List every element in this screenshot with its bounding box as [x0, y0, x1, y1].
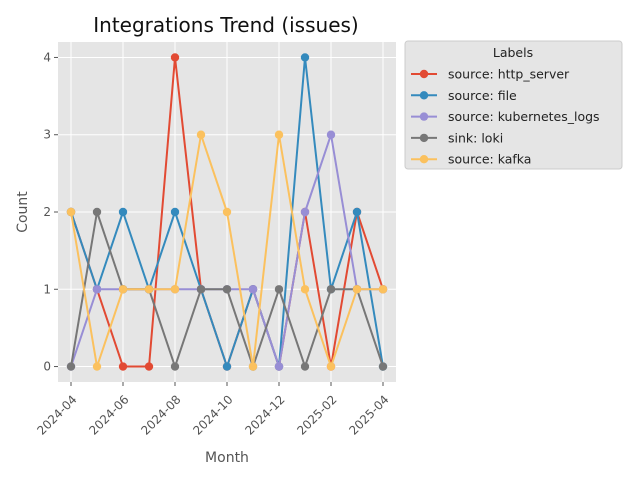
chart-title: Integrations Trend (issues): [93, 13, 358, 37]
legend-items: source: http_server source: file source: k…: [411, 67, 600, 167]
legend-swatch-marker: [419, 69, 429, 79]
data-point: [300, 207, 310, 217]
legend-label: source: kubernetes_logs: [448, 109, 600, 124]
legend-box: [404, 40, 623, 170]
y-tick-label: 2: [43, 205, 51, 219]
legend-title: Labels: [493, 45, 533, 60]
y-axis-ticks: 0 1 2 3 4: [43, 50, 58, 374]
data-point: [274, 285, 284, 294]
legend-swatch-marker: [419, 133, 429, 143]
data-point: [378, 362, 388, 371]
x-tick-label: 2024-12: [242, 392, 287, 437]
legend-label: source: kafka: [448, 152, 531, 167]
y-tick-label: 3: [43, 128, 51, 142]
data-point: [170, 53, 180, 62]
x-tick-label: 2024-10: [190, 392, 235, 437]
x-tick-label: 2024-06: [86, 392, 131, 437]
y-tick-label: 4: [43, 50, 51, 64]
y-tick-label: 0: [43, 360, 51, 374]
series-source-kafka: [66, 130, 388, 371]
data-point: [222, 362, 232, 371]
x-tick-label: 2024-04: [34, 392, 79, 437]
data-point: [222, 207, 232, 217]
data-point: [118, 362, 128, 371]
legend-label: source: http_server: [448, 67, 570, 82]
x-tick-label: 2025-02: [294, 392, 339, 437]
data-point: [274, 362, 284, 371]
data-point: [196, 130, 206, 139]
x-tick-label: 2024-08: [138, 392, 183, 437]
data-point: [170, 362, 180, 371]
data-point: [92, 207, 102, 217]
data-point: [66, 362, 76, 371]
data-point: [196, 285, 206, 294]
y-axis-label: Count: [15, 191, 31, 233]
data-point: [326, 130, 336, 139]
data-point: [118, 285, 128, 294]
legend-entry: source: http_server: [411, 67, 570, 82]
y-tick-label: 1: [43, 282, 51, 296]
legend-swatch-marker: [419, 112, 429, 121]
data-point: [300, 53, 310, 62]
data-point: [144, 362, 154, 371]
legend-label: sink: loki: [448, 130, 503, 145]
data-point: [248, 362, 258, 371]
legend-label: source: file: [448, 88, 517, 103]
series-layer: [66, 53, 388, 371]
data-point: [170, 207, 180, 217]
data-point: [326, 285, 336, 294]
data-point: [326, 362, 336, 371]
legend-entry: source: kubernetes_logs: [411, 109, 600, 124]
data-point: [378, 285, 388, 294]
x-tick-label: 2025-04: [346, 392, 391, 437]
data-point: [352, 207, 362, 217]
data-point: [92, 285, 102, 294]
data-point: [144, 285, 154, 294]
data-point: [92, 362, 102, 371]
x-axis-label: Month: [205, 450, 249, 466]
data-point: [170, 285, 180, 294]
data-point: [300, 285, 310, 294]
legend-swatch-marker: [419, 155, 429, 164]
legend-entry: source: kafka: [411, 152, 531, 167]
x-axis-ticks: 2024-04 2024-06 2024-08 2024-10 2024-12 2025-…: [34, 382, 392, 438]
data-point: [352, 285, 362, 294]
legend-swatch-marker: [419, 91, 429, 100]
data-point: [300, 362, 310, 371]
data-point: [248, 285, 258, 294]
legend-entry: sink: loki: [411, 130, 503, 145]
data-point: [222, 285, 232, 294]
data-point: [66, 207, 76, 217]
legend-entry: source: file: [411, 88, 517, 103]
data-point: [118, 207, 128, 217]
data-point: [274, 130, 284, 139]
